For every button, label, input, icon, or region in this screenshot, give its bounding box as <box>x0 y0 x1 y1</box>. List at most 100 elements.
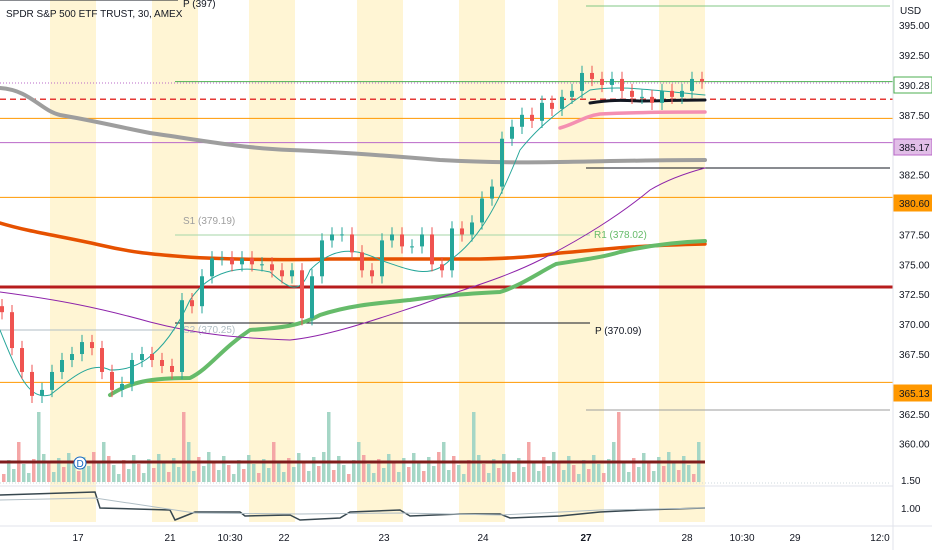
pivot-label: S2 (370.25) <box>183 325 235 336</box>
candle-body <box>520 114 524 127</box>
y-tick-label: 360.00 <box>899 440 930 451</box>
volume-bar <box>467 460 471 482</box>
candle-body <box>300 270 304 319</box>
candle-body <box>240 258 244 265</box>
candle-body <box>320 240 324 277</box>
volume-bar <box>262 459 266 482</box>
candle-body <box>700 78 704 82</box>
candle-body <box>150 354 154 361</box>
x-tick-label: 17 <box>72 533 84 544</box>
volume-bar <box>112 465 116 482</box>
volume-bar <box>72 462 76 482</box>
candle-body <box>340 234 344 236</box>
volume-bar <box>392 463 396 482</box>
volume-bar <box>2 474 6 482</box>
volume-bar <box>212 461 216 482</box>
price-badge-value: 390.28 <box>899 81 930 92</box>
volume-bar <box>632 458 636 482</box>
vwap-band-gray <box>0 86 707 165</box>
candle-body <box>370 270 374 277</box>
volume-bar <box>107 456 111 482</box>
volume-bar <box>142 473 146 482</box>
candle-body <box>210 258 214 277</box>
volume-bar <box>407 467 411 482</box>
volume-bar <box>452 456 456 482</box>
price-badge <box>893 194 932 212</box>
volume-bar <box>77 471 81 482</box>
volume-bar <box>7 460 11 482</box>
volume-bar <box>182 412 186 482</box>
price-levels-layer: P (397) S1 (379.19) R1 (378.02) S2 (370.25)… <box>0 0 893 484</box>
volume-bar <box>602 473 606 482</box>
candle-body <box>540 102 544 121</box>
candle-body <box>380 240 384 277</box>
candle-body <box>260 264 264 266</box>
volume-bar <box>437 452 441 482</box>
pivot-label: S1 (379.19) <box>183 216 235 227</box>
volume-bar <box>532 462 536 482</box>
volume-bar <box>447 470 451 482</box>
volume-bar <box>647 462 651 482</box>
volume-bar <box>327 412 331 482</box>
candle-body <box>90 342 94 349</box>
volume-bar <box>152 468 156 482</box>
candle-body <box>100 348 104 372</box>
x-tick-label: 22 <box>278 533 290 544</box>
volume-bar <box>147 459 151 482</box>
pivot-label: R1 (378.02) <box>594 230 647 241</box>
volume-bar <box>497 468 501 482</box>
volume-bar <box>347 474 351 482</box>
volume-bar <box>372 473 376 482</box>
currency-label: USD <box>900 6 921 17</box>
x-tick-label: 23 <box>378 533 390 544</box>
price-badge-value: 385.17 <box>899 143 930 154</box>
candle-body <box>120 383 124 390</box>
candle-body <box>130 360 134 384</box>
candle-body <box>350 234 354 253</box>
candle-body <box>290 270 294 277</box>
volume-bar <box>167 472 171 482</box>
y-tick-label: 387.50 <box>899 111 930 122</box>
volume-bar <box>432 466 436 482</box>
candle-body <box>180 300 184 372</box>
volume-bar <box>412 453 416 482</box>
candle-body <box>690 78 694 91</box>
x-tick-label: 10:30 <box>217 533 242 544</box>
volume-bar <box>692 474 696 482</box>
dividend-label: D <box>77 459 84 470</box>
y-tick-label: 362.50 <box>899 410 930 421</box>
price-badge <box>893 384 932 402</box>
volume-bar <box>297 453 301 482</box>
session-highlight <box>50 0 96 522</box>
session-highlight-layer <box>50 0 705 522</box>
volume-bar <box>362 455 366 482</box>
volume-bar <box>387 454 391 482</box>
band-black <box>588 98 707 105</box>
volume-bar <box>332 470 336 482</box>
volume-bar <box>417 462 421 482</box>
candle-body <box>420 234 424 247</box>
volume-bar <box>172 458 176 482</box>
volume-bar <box>402 458 406 482</box>
candle-body <box>670 90 674 97</box>
y-tick-label: 377.50 <box>899 230 930 241</box>
volume-bar <box>27 473 31 482</box>
y-tick-label: 372.50 <box>899 290 930 301</box>
volume-bar <box>137 464 141 482</box>
volume-bar <box>282 472 286 482</box>
candle-body <box>640 96 644 98</box>
indicator-bands-layer <box>0 86 707 397</box>
y-tick-label: 392.50 <box>899 51 930 62</box>
volume-bar <box>492 459 496 482</box>
y-tick-label: 367.50 <box>899 350 930 361</box>
volume-bar <box>562 470 566 482</box>
volume-bar <box>287 458 291 482</box>
volume-bar <box>82 457 86 482</box>
volume-bar <box>517 458 521 482</box>
volume-bar <box>572 465 576 482</box>
volume-bar <box>32 459 36 482</box>
volume-bar <box>617 412 621 482</box>
volume-bar <box>242 469 246 482</box>
volume-bar <box>307 471 311 482</box>
